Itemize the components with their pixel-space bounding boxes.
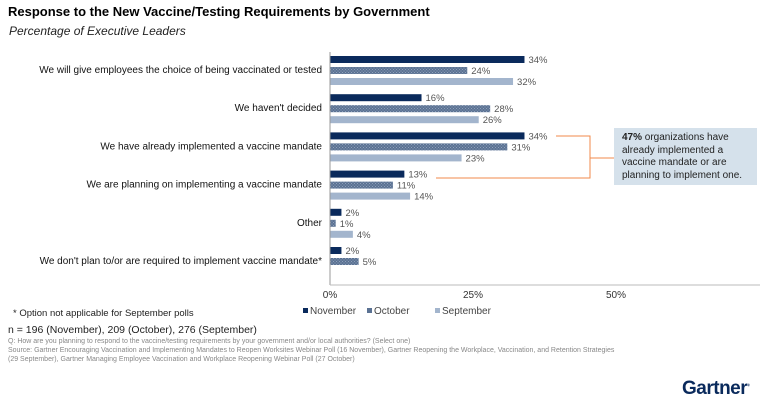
category-label: We don't plan to/or are required to impl… [40, 256, 323, 267]
source-text-1: Source: Gartner Encouraging Vaccination … [8, 347, 615, 354]
callout-text: organizations have already implemented a… [622, 132, 743, 181]
bar-november [330, 132, 525, 140]
value-label: 34% [528, 55, 548, 66]
callout-highlight: 47% [622, 132, 643, 143]
value-label: 13% [408, 170, 428, 181]
value-label: 4% [357, 230, 371, 241]
chart-subtitle: Percentage of Executive Leaders [9, 24, 186, 38]
value-label: 32% [517, 77, 537, 88]
category-label: We haven't decided [235, 103, 322, 114]
bar-october [330, 219, 336, 227]
logo-text: Gartner [682, 378, 748, 399]
bracket-line [436, 135, 591, 179]
category-label: We will give employees the choice of bei… [39, 65, 322, 76]
gartner-logo: Gartner® [682, 378, 750, 399]
bar-september [330, 192, 411, 200]
bar-october [330, 105, 491, 113]
value-label: 2% [345, 246, 359, 257]
source-text-2: (29 September), Gartner Managing Employe… [8, 356, 355, 363]
value-label: 28% [494, 104, 514, 115]
value-label: 31% [511, 142, 531, 153]
category-label: Other [297, 218, 323, 229]
legend-label-november: November [310, 306, 357, 317]
sample-size: n = 196 (November), 209 (October), 276 (… [8, 324, 257, 336]
bar-october [330, 67, 468, 74]
x-tick-label: 50% [606, 290, 626, 301]
bar-november [330, 94, 422, 102]
bar-november [330, 247, 342, 254]
legend-swatch-october [367, 308, 372, 313]
chart-title: Response to the New Vaccine/Testing Requ… [8, 4, 430, 19]
legend-label-october: October [374, 306, 410, 317]
value-label: 2% [345, 208, 359, 219]
bar-november [330, 56, 525, 63]
bar-october [330, 181, 393, 189]
bar-october [330, 143, 508, 151]
bar-november [330, 208, 342, 216]
value-label: 5% [363, 257, 377, 268]
value-label: 34% [528, 131, 548, 142]
value-label: 11% [397, 181, 416, 192]
category-label: We are planning on implementing a vaccin… [86, 180, 322, 191]
value-label: 26% [483, 115, 503, 126]
x-tick-label: 25% [463, 290, 483, 301]
bar-chart: We will give employees the choice of bei… [39, 52, 760, 317]
annotation-callout: 47% organizations have already implement… [614, 128, 757, 185]
value-label: 1% [340, 219, 354, 230]
value-label: 14% [414, 192, 434, 203]
bar-september [330, 116, 479, 124]
legend-swatch-september [435, 308, 440, 313]
bar-september [330, 78, 514, 85]
bar-september [330, 230, 353, 238]
question-text: Q: How are you planning to respond to th… [8, 338, 411, 345]
legend-swatch-november [303, 308, 308, 313]
bar-october [330, 258, 359, 265]
category-label: We have already implemented a vaccine ma… [100, 141, 322, 152]
value-label: 23% [466, 153, 486, 164]
bar-september [330, 154, 462, 162]
bar-november [330, 170, 405, 178]
footnote: * Option not applicable for September po… [13, 308, 194, 319]
annotation-bracket [436, 135, 614, 179]
legend-label-september: September [442, 306, 492, 317]
x-tick-label: 0% [323, 290, 338, 301]
value-label: 16% [426, 93, 446, 104]
source-notes: Q: How are you planning to respond to th… [8, 337, 768, 364]
value-label: 24% [471, 66, 491, 77]
